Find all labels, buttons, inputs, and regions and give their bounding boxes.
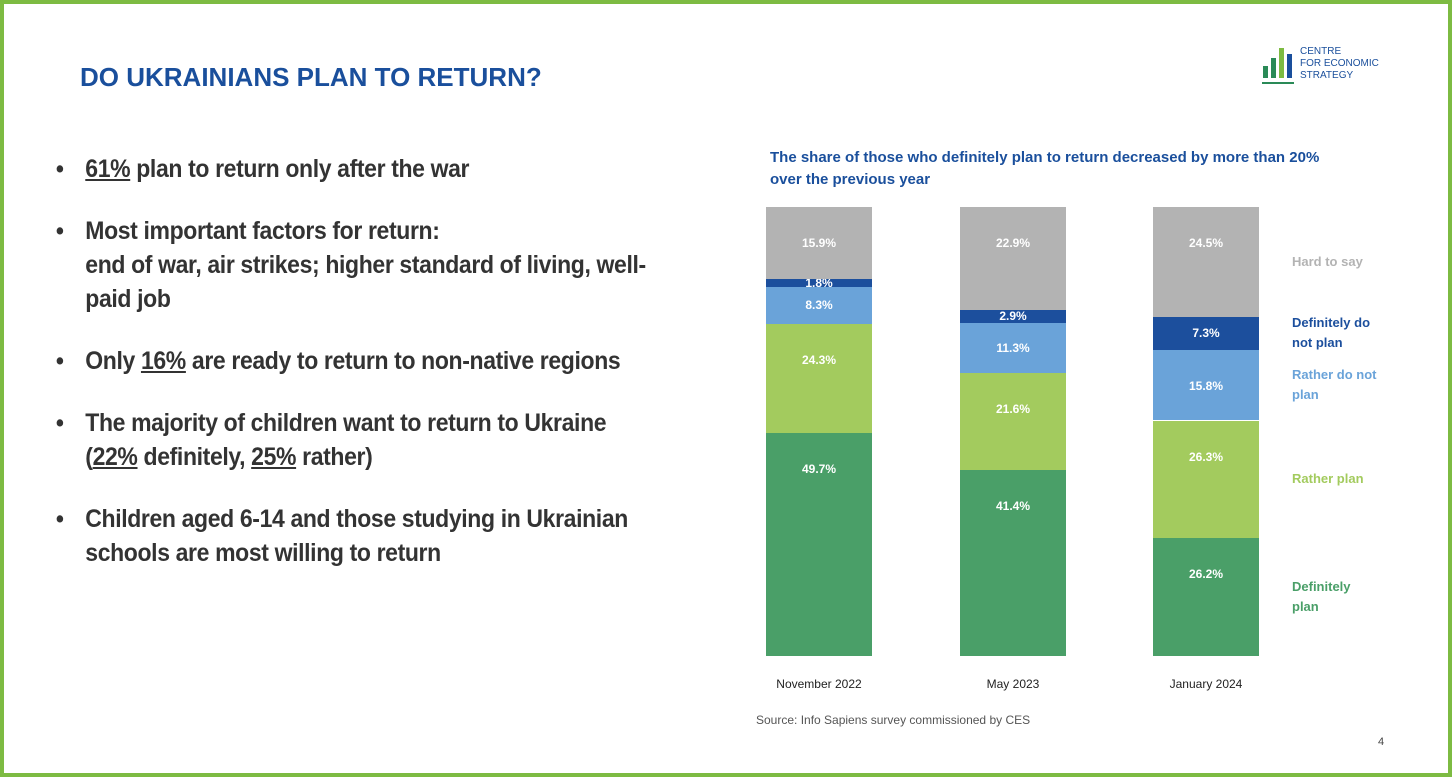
value-label: 8.3% [805, 298, 833, 313]
bullet-text: end of war, air strikes; higher standard… [85, 251, 646, 313]
bar-segment [766, 433, 872, 656]
bar-segment [1153, 349, 1259, 421]
bullet-text: are ready to return to non-native region… [185, 347, 621, 375]
value-label: 24.5% [1188, 236, 1224, 250]
bullet: Most important factors for return: end of… [54, 214, 661, 316]
legend-entry: Definitely plan [1292, 579, 1351, 615]
logo-line: CENTRE [1300, 46, 1342, 57]
value-label: 15.9% [801, 236, 837, 251]
bar-segment [766, 278, 872, 287]
bullet-text: Only [85, 347, 141, 375]
bullet-text: 61% [85, 155, 131, 183]
bullet: Only 16% are ready to return to non-nati… [54, 344, 661, 378]
bar-segment [960, 207, 1066, 310]
bullet-text: 25% [251, 443, 297, 471]
value-label: 7.3% [1192, 326, 1220, 341]
bar-segment [960, 322, 1066, 374]
bullet-line: Most important factors for return: [85, 214, 661, 248]
legend-entry: Rather do not plan [1292, 367, 1377, 403]
value-label: 49.7% [801, 462, 837, 477]
bullet-text: 16% [140, 347, 186, 375]
chart: 49.7% 24.3% 8.3% 1.8% 15.9% November 2022 41.4… [4, 4, 1448, 773]
logo-text: CENTRE FOR ECONOMIC STRATEGY [1300, 46, 1379, 82]
logo-line: STRATEGY [1300, 70, 1354, 81]
bar-segment [766, 324, 872, 434]
bar-segment [1153, 538, 1259, 656]
legend-entry: Rather plan [1292, 471, 1364, 487]
value-label: 21.6% [995, 402, 1031, 417]
legend-entry: Definitely do not plan [1292, 315, 1371, 351]
bar-segment [766, 286, 872, 325]
value-label: 1.8% [805, 275, 833, 290]
bullet-text: rather) [296, 443, 373, 471]
bullet-line: Children aged 6-14 and those studying in… [85, 502, 661, 570]
bullet-text: 22% [92, 443, 138, 471]
bullet-line: 61% plan to return only after the war [85, 152, 661, 186]
page-number: 4 [1378, 736, 1385, 748]
x-tick-label: November 2022 [776, 677, 862, 691]
value-label: 2.9% [999, 309, 1027, 324]
value-label: 26.3% [1188, 449, 1224, 464]
bullet-text: The majority of children want to return … [85, 409, 607, 471]
logo-icon [1262, 48, 1294, 84]
bullet-text: Children aged 6-14 and those studying in… [85, 505, 628, 567]
source: Source: Info Sapiens survey commissioned… [756, 713, 1031, 727]
value-label: 26.2% [1188, 567, 1224, 582]
bullet-list: 61% plan to return only after the war Mos… [54, 152, 714, 598]
value-label: 11.3% [996, 341, 1030, 356]
logo-line: FOR ECONOMIC [1300, 58, 1379, 69]
logo: CENTRE FOR ECONOMIC STRATEGY [1262, 44, 1382, 94]
value-label: 24.3% [801, 353, 837, 368]
value-label: 22.9% [995, 236, 1031, 250]
bullet-text: plan to return only after the war [130, 155, 470, 183]
bullet: 61% plan to return only after the war [54, 152, 661, 186]
chart-title: The share of those who definitely plan t… [770, 149, 1320, 188]
value-label: 41.4% [995, 499, 1031, 514]
bullet: The majority of children want to return … [54, 406, 661, 474]
bar-segment [766, 207, 872, 279]
x-tick-label: January 2024 [1169, 677, 1243, 691]
value-label: 15.8% [1188, 378, 1224, 393]
bullet-line: end of war, air strikes; higher standard… [85, 248, 661, 316]
bullet-text: definitely, [137, 443, 252, 471]
x-tick-label: May 2023 [986, 677, 1040, 691]
bar-segment [1153, 207, 1259, 317]
bar-segment [1153, 420, 1259, 539]
bar-segment [960, 309, 1066, 323]
bar-segment [1153, 316, 1259, 350]
legend-entry: Hard to say [1292, 253, 1363, 269]
slide-title: DO UKRAINIANS PLAN TO RETURN? [80, 62, 542, 92]
bullet-line: Only 16% are ready to return to non-nati… [85, 344, 661, 378]
bullet-text: Most important factors for return: [85, 217, 440, 245]
bar-segment [960, 373, 1066, 471]
bar-segment [960, 470, 1066, 656]
bullet-line: The majority of children want to return … [85, 406, 661, 474]
bullet: Children aged 6-14 and those studying in… [54, 502, 661, 570]
